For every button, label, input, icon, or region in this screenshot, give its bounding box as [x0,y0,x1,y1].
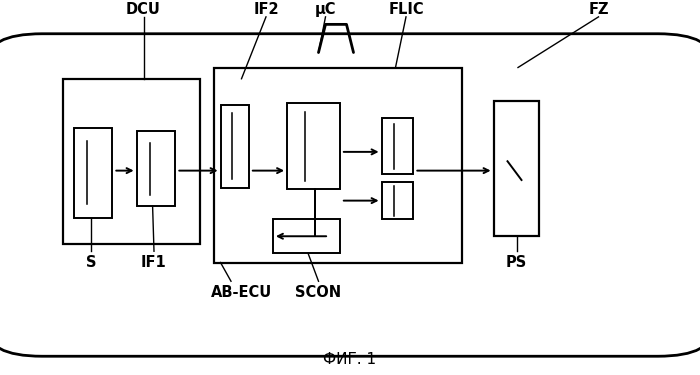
Text: AB-ECU: AB-ECU [211,285,272,300]
Text: ФИГ. 1: ФИГ. 1 [323,352,377,368]
Text: FZ: FZ [588,2,609,17]
Text: FLIC: FLIC [389,2,424,17]
FancyBboxPatch shape [0,34,700,356]
Bar [382,118,413,174]
Bar [214,68,462,262]
Bar [287,103,340,189]
Bar [273,219,340,253]
Bar [136,131,175,206]
Bar [382,182,413,219]
Text: S: S [85,255,97,270]
Bar [220,105,248,188]
Text: PS: PS [506,255,527,270]
Text: SCON: SCON [295,285,342,300]
Text: DCU: DCU [126,2,161,17]
Bar [63,79,199,244]
Text: IF1: IF1 [141,255,167,270]
Text: μC: μC [315,2,336,17]
Bar [494,101,539,236]
Bar [74,128,112,218]
Text: IF2: IF2 [253,2,279,17]
